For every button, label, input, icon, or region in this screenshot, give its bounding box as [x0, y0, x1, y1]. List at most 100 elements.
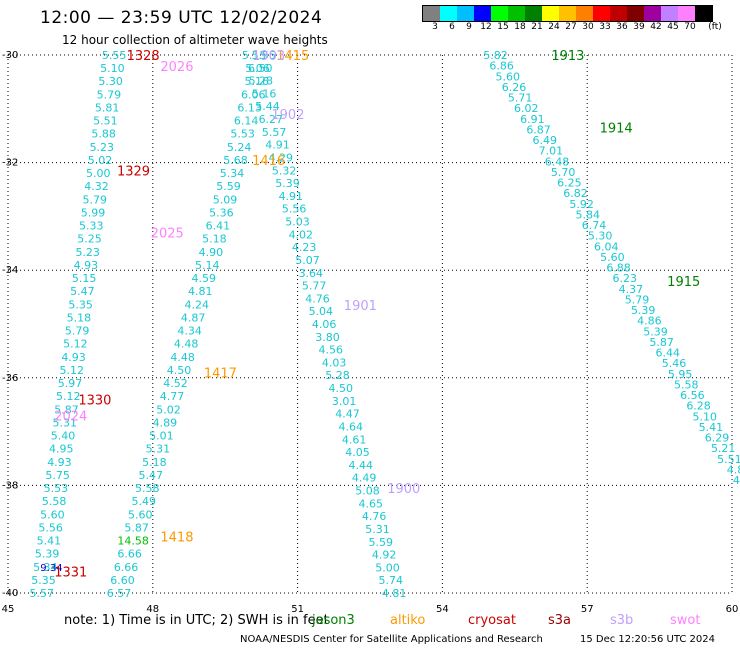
x-tick-label: 48	[146, 604, 159, 615]
wave-height-value: 5.00	[375, 561, 400, 574]
wave-height-value: 7.01	[539, 145, 564, 158]
wave-height-value: 5.77	[302, 280, 327, 293]
pass-time-label: 1913	[551, 49, 584, 64]
legend-swatch	[457, 6, 474, 21]
wave-height-value: 6.13	[237, 101, 262, 114]
wave-height-value: 5.12	[56, 390, 81, 403]
wave-height-value: 5.02	[156, 403, 181, 416]
wave-height-value: 4.49	[352, 472, 377, 485]
pass-time-label: 1416	[252, 154, 285, 169]
wave-height-value: 4.48	[170, 351, 195, 364]
wave-height-value: 6.41	[206, 220, 231, 233]
satellite-name: cryosat	[468, 613, 516, 628]
wave-height-value: 5.09	[213, 193, 238, 206]
wave-height-value: 6.44	[656, 347, 681, 360]
legend-tick-label: 15	[497, 22, 509, 32]
wave-height-value: 5.58	[674, 378, 699, 391]
pass-time-label: 1901	[344, 299, 377, 314]
wave-height-value: 4.37	[619, 283, 644, 296]
wave-height-value: 5.97	[58, 377, 83, 390]
wave-height-value: 4.89	[153, 416, 178, 429]
y-tick-label: -32	[2, 158, 18, 169]
wave-height-value: 4.91	[265, 139, 290, 152]
wave-height-value: 6.06	[241, 88, 266, 101]
wave-height-value: 6.26	[502, 81, 527, 94]
legend-tick-label: 33	[599, 22, 611, 32]
legend-swatch	[525, 6, 542, 21]
wave-height-value: 4.91	[279, 190, 304, 203]
legend-tick-label: 45	[667, 22, 679, 32]
wave-height-value: 5.75	[45, 469, 70, 482]
wave-height-value: 5.23	[90, 141, 115, 154]
wave-height-value: 5.60	[40, 508, 65, 521]
legend-tick-label: 39	[633, 22, 645, 32]
wave-height-value: 6.82	[563, 187, 588, 200]
legend-tick-label: 9	[466, 22, 472, 32]
legend-tick-label: 6	[449, 22, 455, 32]
wave-height-value: 6.49	[532, 134, 557, 147]
wave-height-value: 4.77	[160, 390, 185, 403]
wave-height-value: 4.65	[359, 497, 384, 510]
wave-height-value: 5.01	[149, 430, 174, 443]
wave-height-value: 5.60	[600, 251, 625, 264]
wave-height-value: 5.39	[631, 304, 656, 317]
satellite-name: s3b	[610, 613, 634, 628]
wave-height-value: 5.88	[91, 128, 116, 141]
legend-tick-label: 42	[650, 22, 662, 32]
wave-height-value: 6.14	[234, 115, 259, 128]
wave-height-value: 5.31	[52, 416, 77, 429]
wave-height-value: 5.41	[37, 535, 62, 548]
wave-height-value: 5.31	[146, 443, 171, 456]
pass-time-label: 1902	[271, 108, 304, 123]
satellite-name: altiko	[390, 613, 426, 628]
wave-height-value: 5.60	[496, 70, 521, 83]
wave-height-value: 5.74	[379, 574, 404, 587]
x-tick-label: 57	[581, 604, 594, 615]
wave-height-value: 5.82	[483, 49, 508, 62]
wave-height-value: 5.60	[128, 508, 153, 521]
wave-height-value: 4.76	[305, 292, 330, 305]
pass-time-label: 1417	[204, 366, 237, 381]
wave-height-value: 5.14	[195, 259, 220, 272]
wave-height-value: 5.87	[649, 336, 674, 349]
wave-height-value: 5.36	[209, 206, 234, 219]
pass-time-label: 1329	[117, 165, 150, 180]
wave-height-value: 6.50	[248, 62, 273, 75]
wave-height-value: 4.44	[349, 459, 374, 472]
wave-height-value: 4.29	[269, 151, 294, 164]
wave-height-value: 6.88	[606, 262, 631, 275]
legend-tick-label: 36	[616, 22, 628, 32]
wave-height-value: 4.59	[192, 272, 217, 285]
wave-height-value: 5.57	[30, 587, 55, 600]
wave-height-value: 6.91	[520, 113, 545, 126]
wave-height-value: 5.59	[369, 536, 394, 549]
wave-height-value: 6.02	[514, 102, 539, 115]
pass-time-label: 1900	[387, 482, 420, 497]
wave-height-value: 6.23	[612, 272, 637, 285]
wave-height-value: 4.61	[342, 433, 367, 446]
wave-height-value: 5.57	[262, 126, 287, 139]
wave-height-value: 4.03	[322, 356, 347, 369]
wave-height-value: 4.95	[49, 443, 74, 456]
wave-height-value: 6.48	[545, 155, 570, 168]
wave-height-value: 4.02	[289, 228, 314, 241]
wave-height-value: 4.92	[372, 549, 397, 562]
pass-time-label: 1328	[127, 49, 160, 64]
wave-height-value: 5.33	[79, 220, 104, 233]
legend-tick-label: 3	[432, 22, 438, 32]
wave-height-value: 5.28	[249, 75, 274, 88]
wave-height-value: 3.80	[315, 331, 340, 344]
legend-tick-label: 27	[565, 22, 577, 32]
wave-height-value: 5.12	[63, 338, 88, 351]
wave-height-value: 5.21	[711, 442, 736, 455]
wave-height-value: 4.87	[181, 311, 206, 324]
pass-time-label: 1903	[252, 49, 285, 64]
wave-height-value: 5.47	[70, 285, 95, 298]
legend-tick-label: 30	[582, 22, 594, 32]
wave-height-value: 4.24	[184, 298, 209, 311]
map-title: 12:00 — 23:59 UTC 12/02/2024	[40, 8, 323, 28]
wave-height-value: 5.58	[42, 495, 67, 508]
wave-height-value: 5.12	[60, 364, 85, 377]
x-tick-label: 45	[2, 604, 15, 615]
pass-time-label: 2026	[160, 60, 193, 75]
